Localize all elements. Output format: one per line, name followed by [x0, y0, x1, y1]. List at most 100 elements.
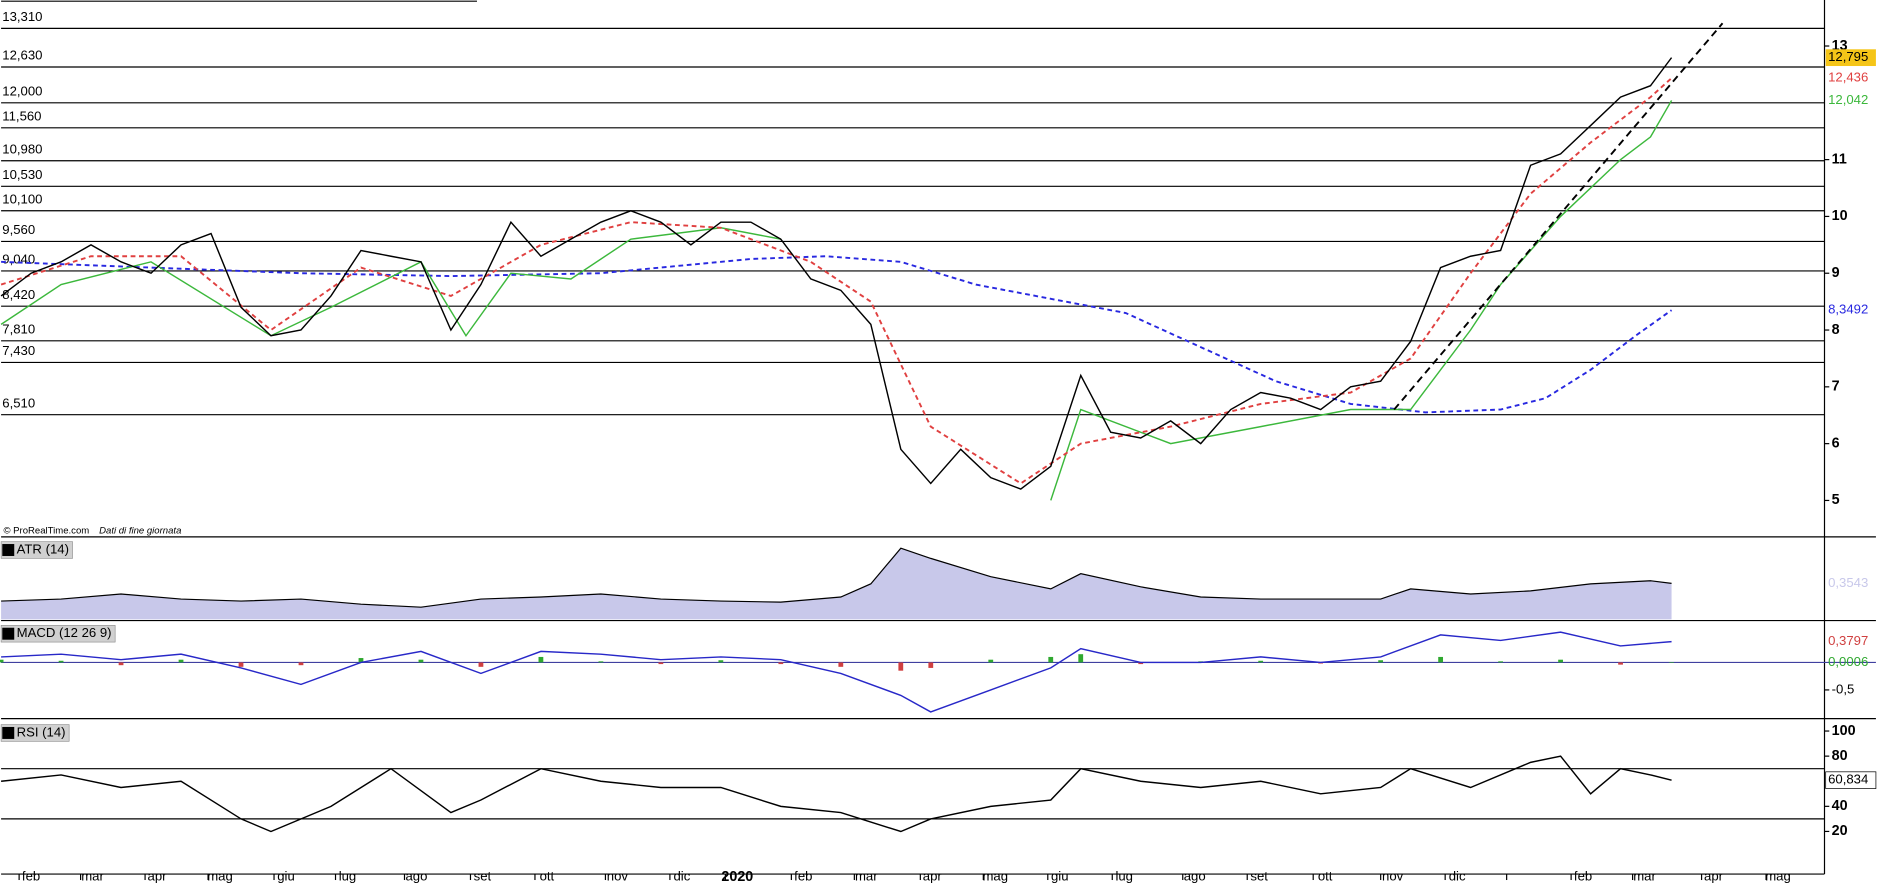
panel-title-box	[0, 625, 116, 643]
histogram-bar	[1558, 659, 1563, 663]
level-label: 10,980	[2, 141, 42, 156]
x-tick-label: giu	[277, 869, 295, 884]
y-tick-label: 9	[1832, 265, 1840, 281]
x-tick-label: apr	[148, 869, 168, 884]
x-tick-label: lug	[1115, 869, 1133, 884]
level-label: 11,560	[2, 109, 41, 124]
panel-title-swatch	[2, 627, 15, 640]
level-label: 7,810	[2, 322, 35, 337]
y-tick-label: 100	[1832, 723, 1856, 739]
histogram-bar	[1048, 656, 1054, 663]
level-label-box	[1, 141, 45, 159]
histogram-bar	[178, 659, 184, 663]
x-tick-label: dic	[1449, 869, 1466, 884]
histogram-bar	[1258, 660, 1264, 663]
series-line	[0, 100, 1673, 501]
x-tick-label: ott	[1318, 869, 1333, 884]
histogram-bar	[598, 661, 604, 663]
level-label-box	[1, 108, 44, 126]
x-tick-label: mag	[982, 869, 1008, 884]
histogram-bar	[658, 662, 664, 665]
panel-title-box	[0, 541, 73, 559]
y-tick-label: 11	[1832, 151, 1847, 167]
last-value-box	[1825, 49, 1876, 67]
level-label-box	[1, 287, 38, 304]
x-tick-label: nov	[607, 869, 629, 884]
note: Dati di fine giornata	[99, 525, 181, 536]
x-tick-label: ago	[405, 869, 427, 884]
histogram-bar	[1498, 661, 1503, 663]
series-line	[0, 77, 1673, 485]
histogram-bar	[928, 662, 934, 668]
histogram-bar	[0, 659, 4, 663]
level-label: 9,040	[2, 252, 35, 267]
last-value-label: 0,0006	[1828, 654, 1868, 669]
histogram-bar	[778, 662, 784, 665]
level-label: 8,420	[2, 287, 35, 302]
histogram-bar	[718, 660, 724, 663]
level-label: 12,000	[2, 84, 42, 99]
histogram-bar	[1438, 656, 1444, 663]
y-tick-label: 20	[1832, 823, 1848, 839]
level-label-box	[1, 47, 45, 65]
level-label-box	[1, 222, 38, 240]
level-label: 10,530	[2, 167, 42, 182]
x-tick-label: mar	[1633, 869, 1656, 884]
y-tick-label: 10	[1832, 208, 1848, 224]
series-line	[1, 631, 1672, 713]
level-label-box	[1, 191, 45, 209]
y-tick-label: 7	[1832, 379, 1840, 395]
series-line	[0, 57, 1673, 490]
panel-title-swatch	[2, 544, 15, 556]
level-label-box	[1, 395, 38, 413]
histogram-bar	[418, 659, 424, 663]
level-label-box	[1, 251, 38, 269]
y-tick-label: 80	[1832, 748, 1848, 764]
last-value-label: 60,834	[1828, 772, 1868, 787]
area-line	[1, 547, 1672, 608]
x-tick-label: set	[474, 869, 492, 884]
last-value-label: 0,3797	[1828, 633, 1868, 648]
x-tick-label: giu	[1051, 869, 1069, 884]
x-tick-label: nov	[1382, 869, 1404, 884]
x-tick-label: lug	[339, 869, 357, 884]
panel-title: MACD (12 26 9)	[17, 625, 112, 640]
level-label-box	[1, 321, 38, 339]
last-value-label: 12,042	[1828, 92, 1868, 107]
level-label: 7,430	[2, 343, 35, 358]
x-tick-label: mag	[207, 869, 233, 884]
x-tick-label: feb	[1574, 869, 1592, 884]
last-value-box	[1825, 771, 1877, 789]
last-value-label: 12,795	[1828, 49, 1868, 64]
y-tick-label: 6	[1832, 435, 1840, 451]
histogram-bar	[898, 662, 904, 671]
histogram-bar	[838, 662, 844, 667]
histogram-bar	[298, 662, 304, 666]
series-line	[1, 755, 1672, 833]
x-tick-label: mag	[1765, 869, 1791, 884]
x-tick-label: ott	[540, 869, 555, 884]
histogram-bar	[1669, 662, 1674, 663]
histogram-bar	[1378, 660, 1384, 663]
histogram-bar	[478, 662, 484, 667]
last-value-label: 8,3492	[1828, 302, 1868, 317]
panel-title: ATR (14)	[17, 541, 69, 556]
x-tick-label: apr	[1704, 869, 1724, 884]
histogram-bar	[118, 662, 124, 666]
histogram-bar	[538, 656, 544, 663]
level-label-box	[1, 9, 45, 27]
x-tick-label: mar	[81, 869, 104, 884]
last-value-label: 12,436	[1828, 70, 1868, 85]
level-label-box	[1, 167, 45, 184]
level-label: 13,310	[2, 9, 42, 24]
x-tick-label: 2020	[721, 869, 753, 885]
histogram-bar	[1618, 662, 1623, 665]
histogram-bar	[238, 662, 244, 667]
x-tick-label: feb	[794, 869, 812, 884]
x-tick-label: mar	[855, 869, 878, 884]
x-tick-label: ago	[1184, 869, 1206, 884]
y-tick-label: -0,5	[1832, 681, 1855, 696]
histogram-bar	[1078, 654, 1084, 663]
